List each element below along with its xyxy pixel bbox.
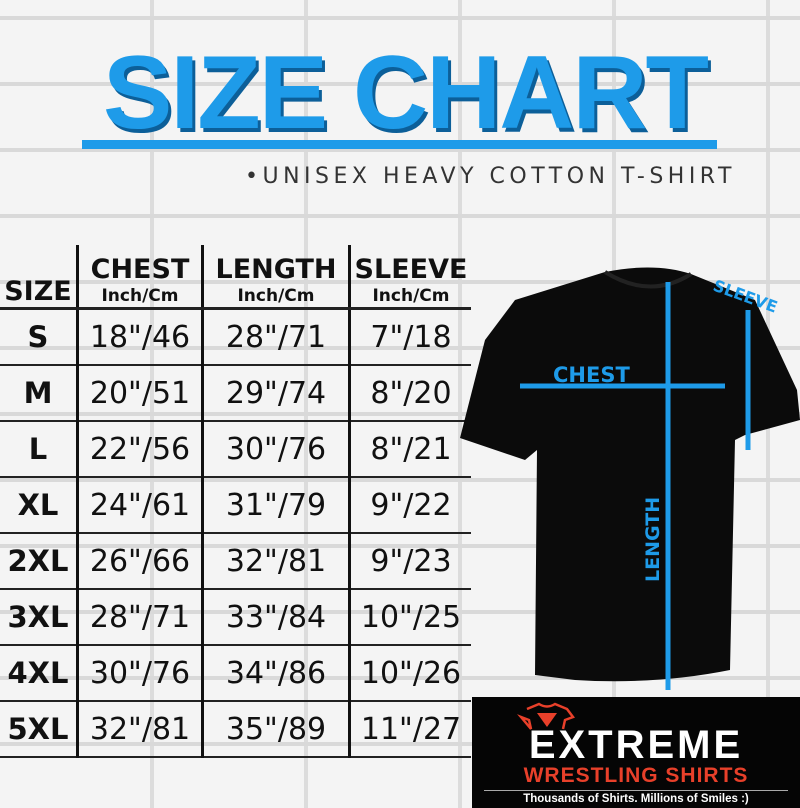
table-header: SIZE CHEST Inch/Cm LENGTH Inch/Cm SLEEVE In… bbox=[0, 245, 471, 310]
shirt-logo-icon bbox=[517, 702, 576, 730]
chest-unit: Inch/Cm bbox=[101, 286, 179, 306]
chest-cell: 22"/56 bbox=[76, 421, 203, 478]
table-row: XL 24"/61 31"/79 9"/22 bbox=[0, 477, 471, 534]
chest-cell: 24"/61 bbox=[76, 477, 203, 534]
subtitle: •UNISEX HEAVY COTTON T-SHIRT bbox=[245, 164, 736, 189]
collar bbox=[603, 270, 693, 289]
length-label: LENGTH bbox=[215, 254, 337, 285]
length-cell: 35"/89 bbox=[201, 701, 350, 758]
table-row: 5XL 32"/81 35"/89 11"/27 bbox=[0, 701, 471, 758]
chest-cell: 32"/81 bbox=[76, 701, 203, 758]
size-cell: XL bbox=[0, 477, 78, 534]
chest-label: CHEST bbox=[90, 254, 190, 285]
size-table: SIZE CHEST Inch/Cm LENGTH Inch/Cm SLEEVE In… bbox=[0, 245, 471, 758]
title-underline bbox=[82, 140, 717, 149]
logo-line2: WRESTLING SHIRTS bbox=[523, 764, 749, 787]
brand-logo: EXTREME WRESTLING SHIRTS Thousands of Sh… bbox=[472, 697, 800, 808]
sleeve-header: SLEEVE Inch/Cm bbox=[348, 245, 471, 310]
size-header: SIZE bbox=[0, 245, 78, 310]
table-row: 4XL 30"/76 34"/86 10"/26 bbox=[0, 645, 471, 702]
table-row: 2XL 26"/66 32"/81 9"/23 bbox=[0, 533, 471, 590]
sleeve-label: SLEEVE bbox=[354, 254, 468, 285]
length-cell: 33"/84 bbox=[201, 589, 350, 646]
size-cell: S bbox=[0, 308, 78, 366]
logo-line1: EXTREME bbox=[528, 723, 744, 767]
tshirt-shape bbox=[460, 267, 800, 682]
page-title: SIZE CHART bbox=[103, 35, 709, 151]
length-cell: 30"/76 bbox=[201, 421, 350, 478]
length-diagram-label: LENGTH bbox=[642, 497, 664, 582]
chest-cell: 30"/76 bbox=[76, 645, 203, 702]
sleeve-unit: Inch/Cm bbox=[372, 286, 450, 306]
chest-cell: 26"/66 bbox=[76, 533, 203, 590]
length-cell: 28"/71 bbox=[201, 308, 350, 366]
logo-tagline: Thousands of Shirts. Millions of Smiles … bbox=[484, 790, 788, 805]
sleeve-cell: 11"/27 bbox=[348, 701, 471, 758]
length-unit: Inch/Cm bbox=[237, 286, 315, 306]
sleeve-cell: 9"/22 bbox=[348, 477, 471, 534]
length-header: LENGTH Inch/Cm bbox=[201, 245, 350, 310]
size-cell: 2XL bbox=[0, 533, 78, 590]
tshirt-diagram: CHEST LENGTH SLEEVE bbox=[460, 267, 800, 690]
length-cell: 34"/86 bbox=[201, 645, 350, 702]
size-cell: L bbox=[0, 421, 78, 478]
table-row: 3XL 28"/71 33"/84 10"/25 bbox=[0, 589, 471, 646]
chest-cell: 18"/46 bbox=[76, 308, 203, 366]
chest-header: CHEST Inch/Cm bbox=[76, 245, 203, 310]
sleeve-cell: 8"/21 bbox=[348, 421, 471, 478]
size-cell: 4XL bbox=[0, 645, 78, 702]
chest-cell: 28"/71 bbox=[76, 589, 203, 646]
sleeve-cell: 8"/20 bbox=[348, 365, 471, 422]
sleeve-cell: 9"/23 bbox=[348, 533, 471, 590]
sleeve-cell: 10"/26 bbox=[348, 645, 471, 702]
chest-cell: 20"/51 bbox=[76, 365, 203, 422]
sleeve-cell: 10"/25 bbox=[348, 589, 471, 646]
table-row: M 20"/51 29"/74 8"/20 bbox=[0, 365, 471, 422]
table-row: S 18"/46 28"/71 7"/18 bbox=[0, 308, 471, 366]
length-cell: 29"/74 bbox=[201, 365, 350, 422]
size-cell: M bbox=[0, 365, 78, 422]
size-cell: 5XL bbox=[0, 701, 78, 758]
length-cell: 32"/81 bbox=[201, 533, 350, 590]
size-header-label: SIZE bbox=[4, 276, 72, 307]
table-row: L 22"/56 30"/76 8"/21 bbox=[0, 421, 471, 478]
sleeve-cell: 7"/18 bbox=[348, 308, 471, 366]
size-cell: 3XL bbox=[0, 589, 78, 646]
length-cell: 31"/79 bbox=[201, 477, 350, 534]
chest-diagram-label: CHEST bbox=[553, 363, 630, 387]
